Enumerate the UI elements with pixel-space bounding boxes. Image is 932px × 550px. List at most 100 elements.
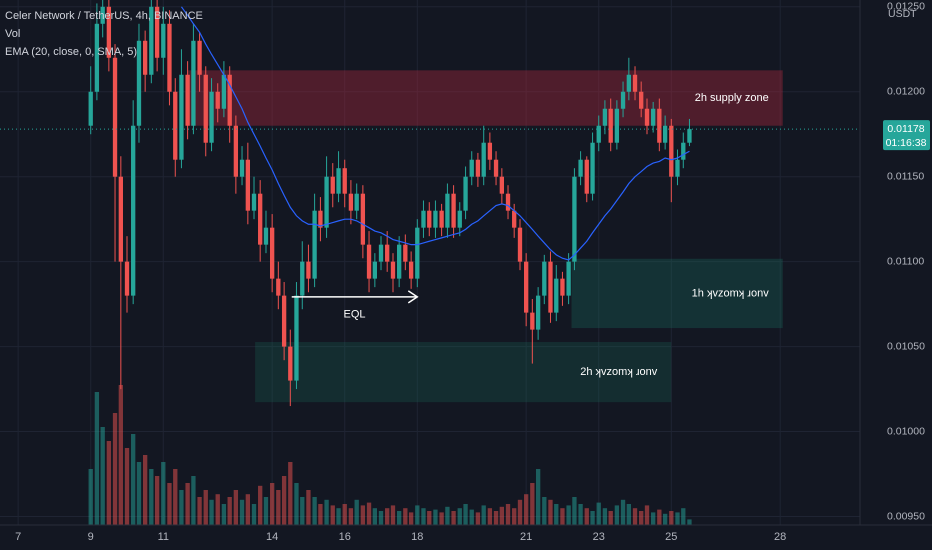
volume-bar (396, 511, 402, 525)
candle-body (493, 159, 499, 177)
candle-body (131, 125, 136, 296)
volume-bar (294, 483, 299, 525)
candle-body (179, 74, 184, 160)
candle-body (106, 6, 112, 58)
y-tick-label: 0.01150 (887, 170, 924, 182)
volume-bar (475, 512, 481, 525)
candle-body (251, 193, 257, 211)
candle-body (173, 91, 178, 160)
countdown-label: 01:16:38 (886, 137, 927, 149)
candle-body (548, 261, 553, 313)
candle-body (530, 312, 535, 330)
ema-line (180, 6, 690, 261)
x-tick-label: 23 (593, 531, 605, 543)
volume-bar (306, 490, 311, 525)
volume-bar (112, 413, 118, 525)
candle-body (300, 261, 305, 296)
zone-label: 2h supply zone (695, 92, 769, 104)
candle-body (408, 261, 414, 279)
candle-body (276, 278, 281, 296)
candle-body (675, 159, 680, 177)
volume-bar (408, 512, 414, 525)
candle-body (221, 74, 227, 109)
volume-bar (403, 508, 408, 525)
candle-body (457, 210, 462, 228)
volume-bar (124, 448, 130, 525)
candle-body (330, 176, 335, 194)
volume-bar (281, 476, 287, 525)
candle-body (167, 23, 172, 92)
volume-bar (251, 504, 257, 525)
volume-bar (421, 508, 426, 525)
volume-bar (100, 427, 105, 525)
x-tick-label: 18 (411, 531, 423, 543)
volume-bar (596, 502, 601, 525)
candle-body (390, 261, 396, 279)
candle-body (445, 193, 450, 228)
volume-bar (263, 497, 269, 525)
candle-body (475, 159, 481, 177)
volume-bar (209, 499, 214, 525)
volume-bar (687, 519, 692, 525)
volume-bar (173, 469, 178, 525)
zone (571, 258, 783, 329)
volume-bar (203, 490, 208, 525)
candle-body (245, 159, 250, 211)
zone (255, 342, 672, 403)
volume-bar (493, 511, 499, 525)
candle-body (669, 125, 674, 177)
volume-bar (94, 392, 100, 525)
x-tick-label: 9 (88, 531, 94, 543)
y-tick-label: 0.01200 (887, 86, 925, 98)
volume-bar (542, 497, 547, 525)
candle-body (281, 295, 287, 347)
candle-body (149, 6, 154, 75)
volume-bar (548, 499, 553, 525)
volume-bar (118, 385, 123, 525)
candle-body (396, 244, 402, 279)
volume-bar (608, 511, 613, 525)
volume-bar (439, 512, 444, 525)
candle-body (427, 210, 432, 228)
volume-bar (161, 462, 166, 525)
volume-bar (644, 505, 650, 525)
candle-body (469, 159, 474, 177)
volume-bar (566, 505, 571, 525)
candle-body (578, 159, 583, 177)
x-tick-label: 16 (339, 531, 351, 543)
volume-bar (227, 497, 232, 525)
candle-body (385, 244, 390, 262)
candle-body (366, 244, 372, 279)
zone (187, 70, 783, 126)
volume-bar (632, 508, 638, 525)
candle-body (608, 108, 613, 143)
volume-bar (560, 508, 565, 525)
volume-bar (312, 497, 317, 525)
volume-bar (88, 469, 93, 525)
candle-body (560, 278, 565, 296)
candle-body (639, 91, 644, 109)
volume-bar (215, 494, 220, 525)
volume-bar (433, 509, 438, 525)
volume-bar (385, 508, 390, 525)
volume-bar (167, 483, 172, 525)
volume-bar (584, 508, 589, 525)
candle-body (590, 142, 595, 194)
x-tick-label: 11 (158, 531, 169, 543)
candle-body (687, 129, 692, 143)
volume-bar (578, 504, 583, 525)
volume-bar (669, 511, 674, 525)
candle-body (269, 227, 275, 279)
candle-body (294, 295, 299, 381)
candle-body (136, 40, 142, 126)
y-tick-label: 0.00950 (887, 510, 925, 522)
candle-body (433, 210, 438, 228)
volume-bar (372, 508, 378, 525)
candle-body (263, 227, 269, 245)
candle-body (124, 261, 130, 296)
candle-body (620, 91, 626, 109)
candle-body (626, 74, 632, 92)
candle-body (118, 176, 123, 262)
volume-bar (300, 497, 305, 525)
volume-bar (415, 505, 420, 525)
